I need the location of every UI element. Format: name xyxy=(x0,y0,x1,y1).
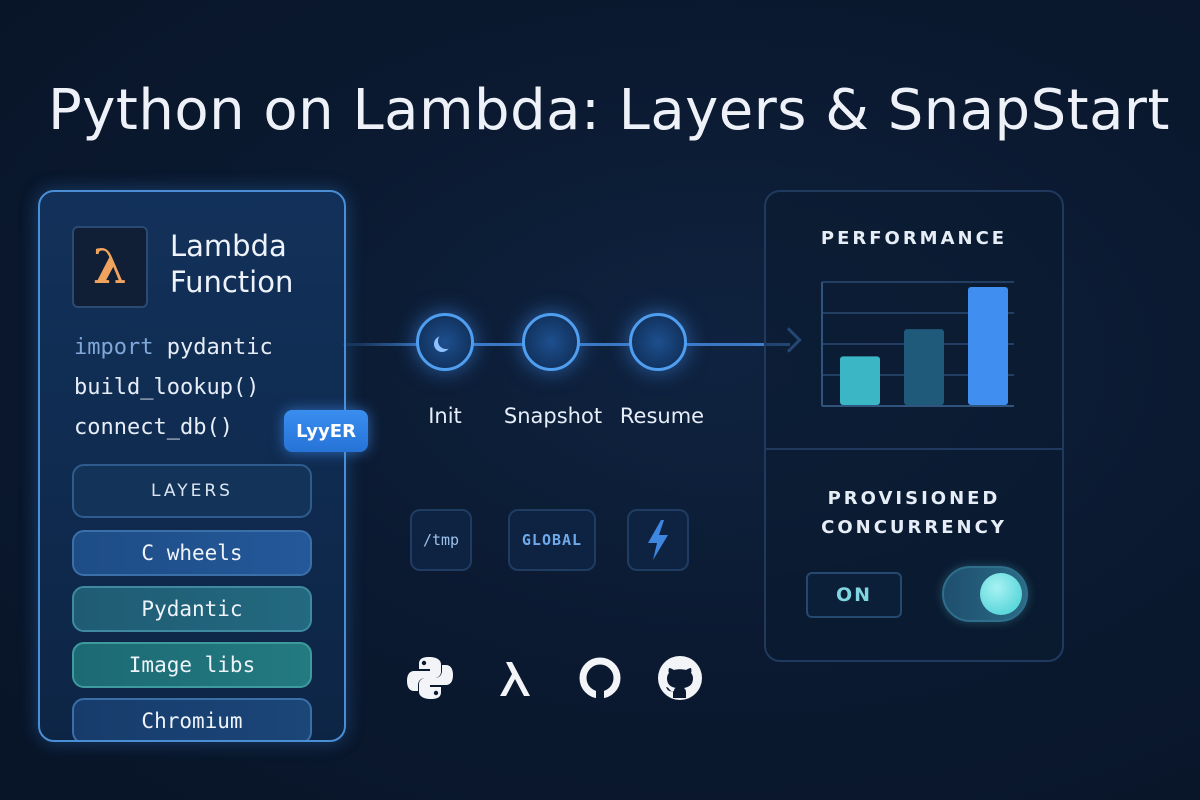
panel-divider xyxy=(766,448,1062,450)
function-name-line2: Function xyxy=(170,265,294,299)
performance-panel: PERFORMANCE PROVISIONED CONCURRENCY ON xyxy=(764,190,1064,662)
layer-badge[interactable]: LyyER xyxy=(284,410,368,452)
layer-item[interactable]: Chromium xyxy=(72,698,312,740)
pc-title-line2: CONCURRENCY xyxy=(821,517,1007,538)
code-keyword: import xyxy=(74,335,154,360)
code-text: connect_db() xyxy=(74,415,233,440)
stage-label-init: Init xyxy=(428,404,462,428)
lightning-icon xyxy=(648,520,668,560)
code-text: pydantic xyxy=(153,335,273,360)
resume-node[interactable] xyxy=(629,313,687,371)
python-icon xyxy=(407,657,453,699)
tmp-tile: /tmp xyxy=(410,509,472,571)
stage-label-snapshot: Snapshot xyxy=(503,404,603,428)
toggle-knob[interactable] xyxy=(980,573,1022,615)
init-node[interactable] xyxy=(416,313,474,371)
performance-chart xyxy=(821,281,1014,407)
layer-item[interactable]: Pydantic xyxy=(72,586,312,632)
code-line: build_lookup() xyxy=(74,368,273,408)
code-line: connect_db() xyxy=(74,408,273,448)
function-name: Lambda Function xyxy=(170,228,293,300)
lambda-icon xyxy=(500,662,530,696)
github-icon xyxy=(658,656,702,700)
chart-bar xyxy=(904,329,944,405)
chart-bar xyxy=(968,286,1008,405)
snapshot-node[interactable] xyxy=(522,313,580,371)
provisioned-concurrency-title: PROVISIONED CONCURRENCY xyxy=(766,484,1062,542)
lightning-tile xyxy=(627,509,689,571)
code-snippet: import pydantic build_lookup() connect_d… xyxy=(74,328,273,448)
function-name-line1: Lambda xyxy=(170,229,287,263)
chart-bar xyxy=(840,356,880,405)
code-text: build_lookup() xyxy=(74,375,260,400)
page-title: Python on Lambda: Layers & SnapStart xyxy=(48,78,1170,143)
code-line: import pydantic xyxy=(74,328,273,368)
moon-icon xyxy=(438,333,454,349)
performance-title: PERFORMANCE xyxy=(820,228,1008,249)
layer-item[interactable]: Image libs xyxy=(72,642,312,688)
lambda-logo-icon: λ xyxy=(72,226,148,308)
layers-header: LAYERS xyxy=(72,464,312,518)
pc-title-line1: PROVISIONED xyxy=(827,488,1001,509)
layer-item[interactable]: C wheels xyxy=(72,530,312,576)
lambda-function-panel: λ Lambda Function import pydantic build_… xyxy=(38,190,346,742)
open-source-icon xyxy=(579,657,621,700)
global-tile: GLOBAL xyxy=(508,509,596,571)
stage-label-resume: Resume xyxy=(619,404,705,428)
on-status-label: ON xyxy=(806,572,902,618)
concurrency-toggle[interactable] xyxy=(942,566,1028,622)
